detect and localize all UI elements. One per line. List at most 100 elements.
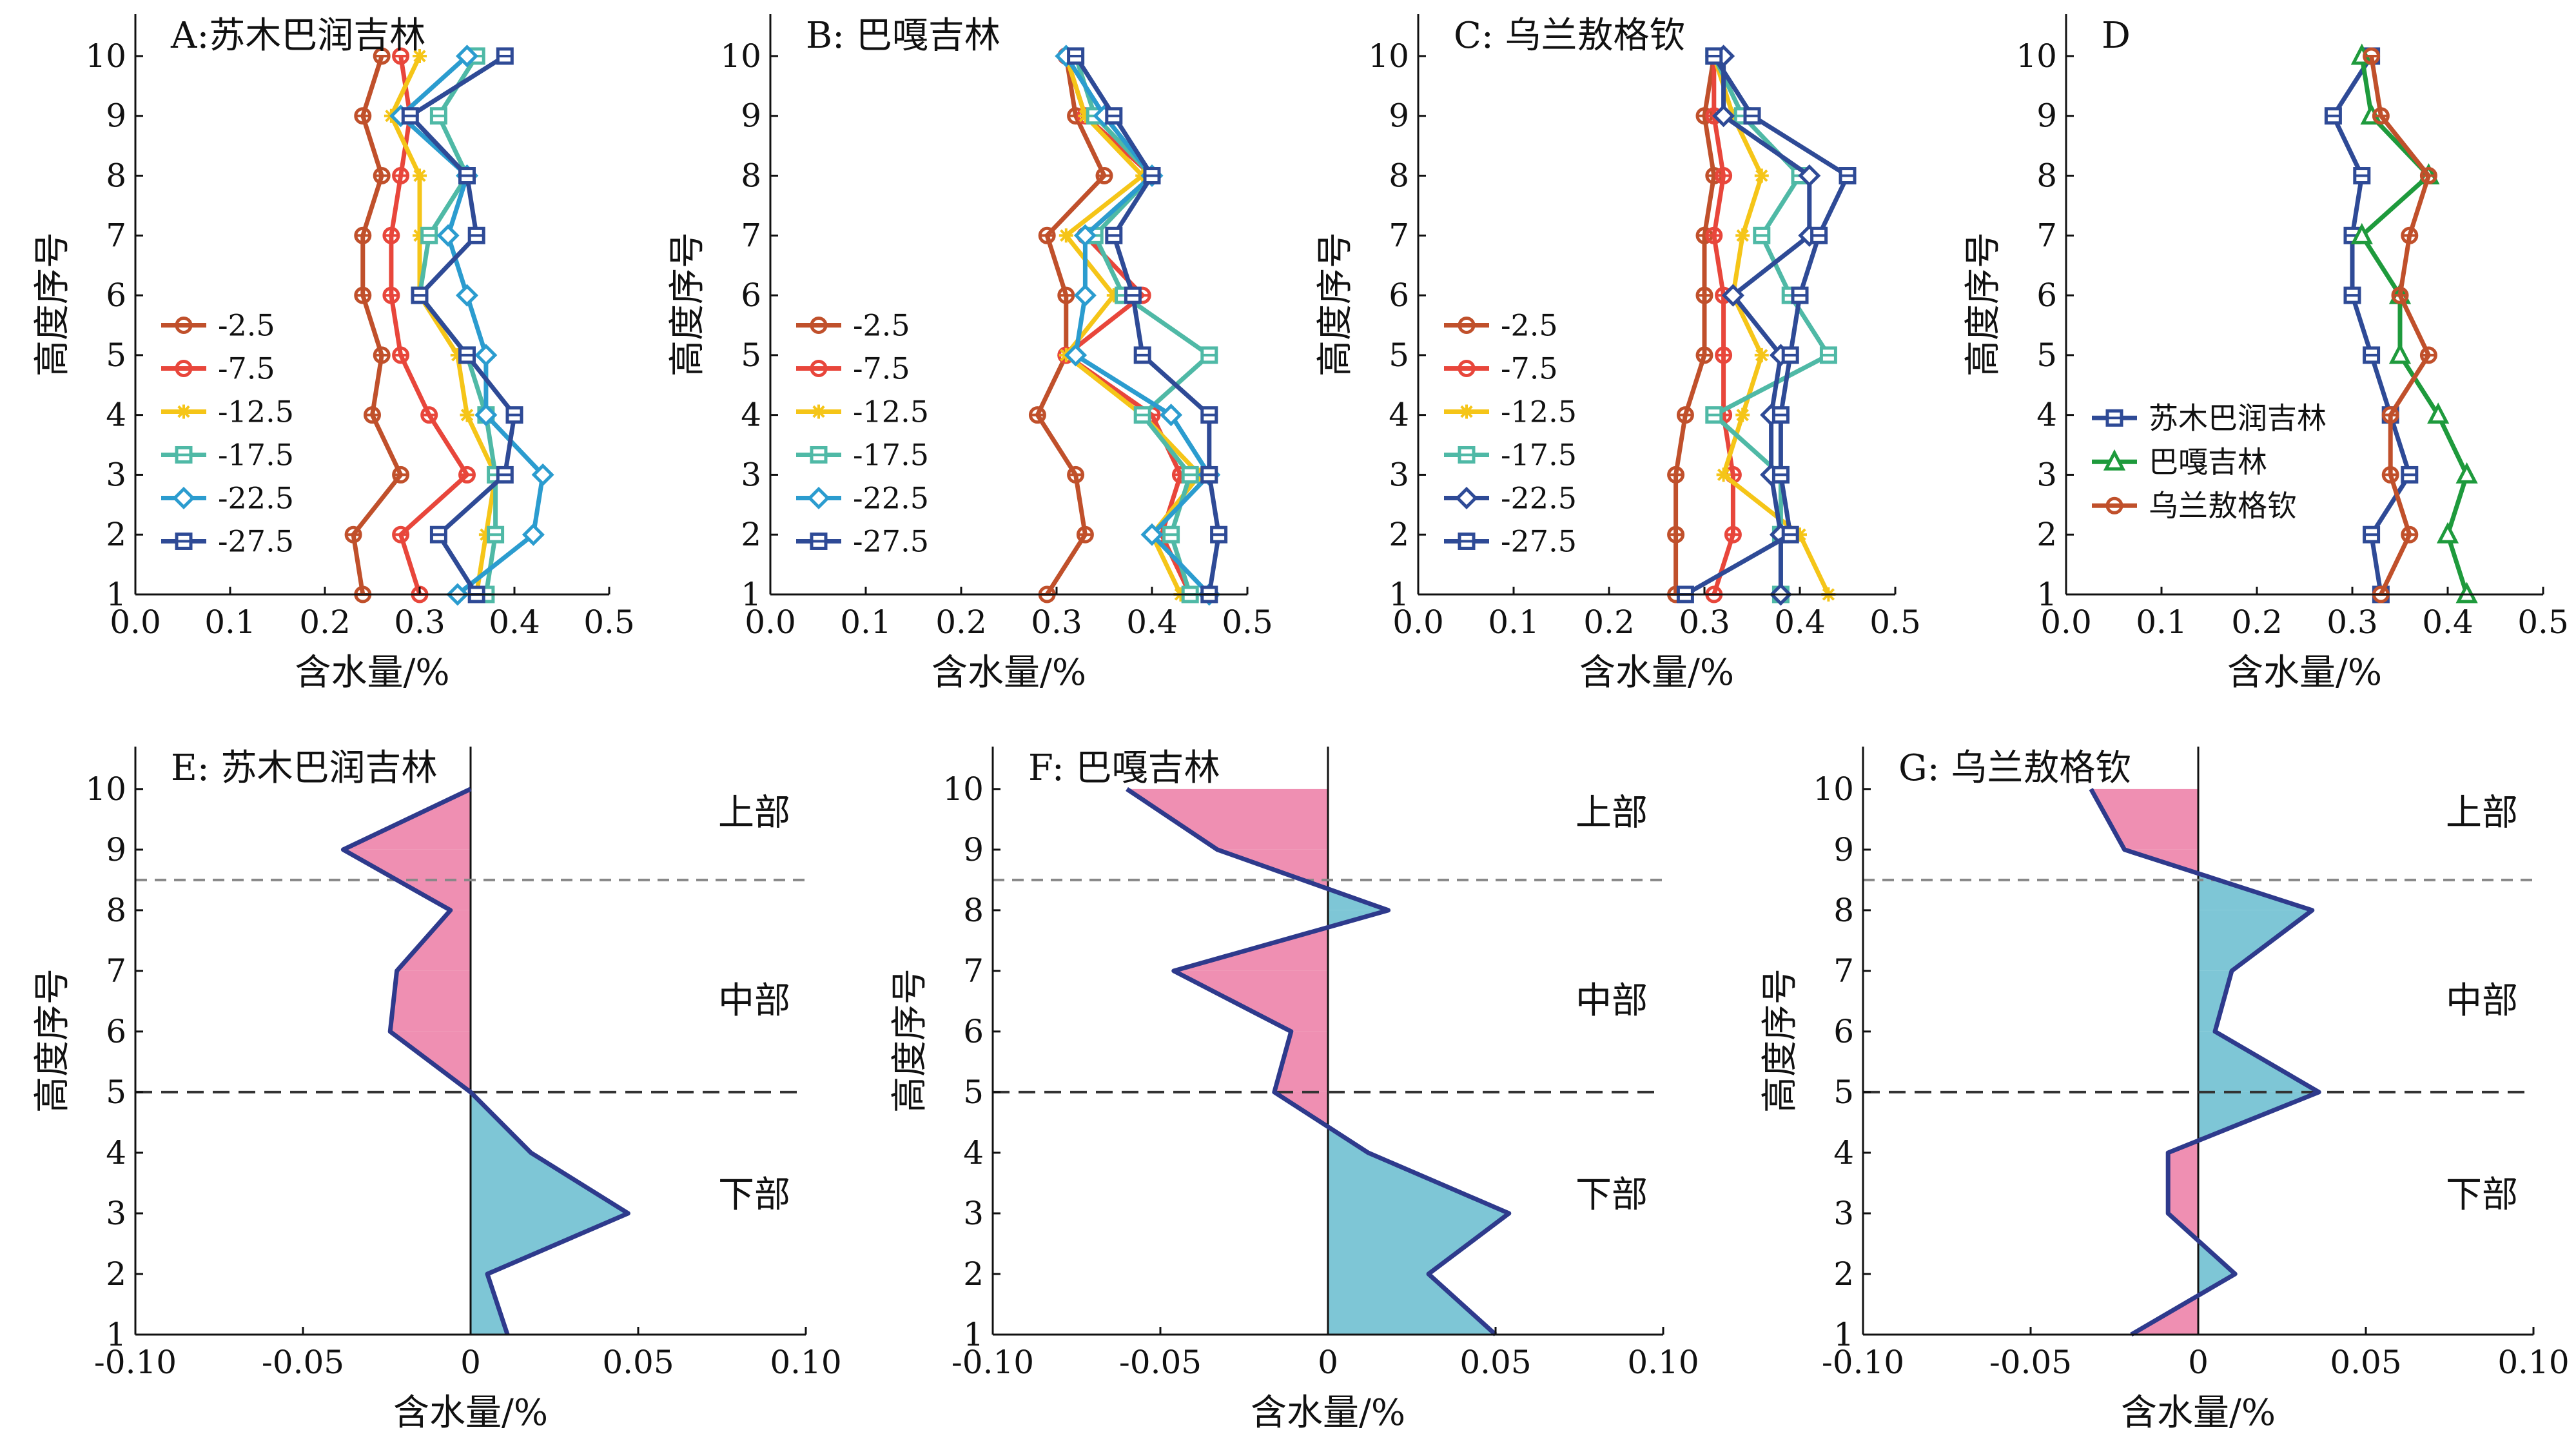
data-point	[474, 344, 498, 367]
area-segment	[390, 970, 471, 1032]
series-line	[1673, 55, 1717, 594]
legend-label: -17.5	[218, 437, 294, 472]
chart-title: D	[2102, 15, 2131, 57]
y-tick-label: 6	[741, 277, 761, 314]
x-axis-label: 含水量/%	[393, 1392, 548, 1434]
x-tick-label: 0.5	[583, 603, 635, 641]
data-point	[436, 224, 460, 247]
y-tick-label: 7	[2036, 217, 2057, 254]
y-tick-label: 1	[1833, 1316, 1854, 1353]
x-tick-label: 0.5	[1869, 603, 1921, 641]
profile-line	[2089, 788, 2321, 1337]
legend-swatch-marker	[172, 486, 195, 510]
y-tick-label: 6	[106, 277, 126, 314]
y-tick-label: 9	[963, 831, 984, 868]
y-tick-label: 9	[741, 97, 761, 135]
data-point	[450, 348, 465, 362]
legend-item: -22.5	[1444, 480, 1577, 515]
y-tick-label: 9	[106, 831, 126, 868]
legend-item: -17.5	[161, 437, 294, 472]
y-tick-label: 3	[1389, 456, 1409, 493]
series-5	[401, 47, 523, 603]
x-tick-label: 0.4	[2422, 603, 2474, 641]
series-line	[351, 55, 404, 595]
y-tick-label: 7	[1833, 952, 1854, 990]
profile-line	[1126, 787, 1512, 1337]
y-tick-label: 10	[85, 770, 126, 808]
y-tick-label: 1	[963, 1316, 984, 1353]
data-point	[2350, 222, 2373, 244]
chart-A: 1 2 3 4 5 6 7 8 9 10 0.0 0.1 0.2 0.3 0.4 0.5 含水量/% 高度序号 A:…	[32, 14, 635, 694]
region-label: 中部	[2446, 980, 2518, 1022]
area-segment	[2198, 910, 2312, 971]
series-2	[2363, 47, 2437, 603]
y-tick-label: 8	[1833, 892, 1854, 929]
chart-C: 1 2 3 4 5 6 7 8 9 10 0.0 0.1 0.2 0.3 0.4 0.5 含水量/% 高度序号 C:…	[1314, 14, 1921, 694]
legend-item: -12.5	[796, 394, 929, 429]
legend-label: -22.5	[853, 480, 929, 515]
data-point	[2436, 522, 2459, 544]
y-axis-label: 高度序号	[889, 968, 931, 1113]
series-4	[1712, 44, 1821, 606]
y-tick-label: 9	[1833, 831, 1854, 868]
series-line	[389, 55, 498, 595]
y-tick-label: 1	[741, 576, 761, 613]
y-tick-label: 4	[106, 397, 126, 434]
data-point	[1059, 228, 1073, 243]
y-tick-label: 5	[2036, 337, 2057, 374]
legend-item: -2.5	[161, 308, 275, 342]
legend-item: -22.5	[161, 480, 294, 515]
y-tick-label: 3	[1833, 1195, 1854, 1232]
legend-label: -7.5	[853, 351, 910, 386]
x-tick-label: 0.2	[299, 603, 351, 641]
x-tick-label: 0.0	[745, 603, 796, 641]
data-point	[1721, 284, 1744, 307]
legend-label: -12.5	[1501, 394, 1577, 429]
legend-swatch-marker	[1459, 404, 1474, 419]
series-line	[1073, 55, 1212, 596]
x-tick-label: -0.05	[1989, 1344, 2072, 1381]
legend-item: -2.5	[796, 308, 910, 342]
region-label: 上部	[718, 792, 790, 834]
y-tick-label: 9	[106, 97, 126, 135]
y-tick-label: 2	[963, 1255, 984, 1293]
data-point	[1793, 527, 1807, 542]
region-label: 下部	[1576, 1174, 1648, 1216]
series-line	[1712, 55, 1735, 596]
x-tick-label: 0.0	[110, 603, 161, 641]
y-tick-label: 3	[963, 1195, 984, 1232]
series-line	[407, 54, 517, 596]
legend-label: -27.5	[853, 524, 929, 558]
legend-label: -27.5	[218, 524, 294, 558]
area-segment	[1328, 1273, 1496, 1335]
x-axis-label: 含水量/%	[932, 652, 1086, 694]
chart-title: C: 乌兰敖格钦	[1454, 15, 1686, 57]
legend-item: 巴嘎吉林	[2092, 444, 2267, 479]
x-tick-label: 0.4	[1126, 603, 1178, 641]
legend-label: -17.5	[853, 437, 929, 472]
x-tick-label: 0.0	[1392, 603, 1444, 641]
data-point	[2388, 342, 2412, 364]
y-tick-label: 10	[85, 37, 126, 75]
y-tick-label: 5	[741, 337, 761, 374]
x-tick-label: 0	[2188, 1344, 2209, 1381]
data-point	[1735, 407, 1750, 422]
y-tick-label: 1	[106, 1316, 126, 1353]
region-label: 下部	[2446, 1174, 2518, 1216]
data-point	[2427, 402, 2450, 424]
y-tick-label: 8	[106, 157, 126, 195]
x-tick-label: -0.10	[94, 1344, 177, 1381]
series-line	[1712, 55, 1831, 594]
y-tick-label: 6	[963, 1013, 984, 1050]
y-tick-label: 1	[1389, 576, 1409, 613]
y-tick-label: 8	[1389, 157, 1409, 195]
y-tick-label: 1	[106, 576, 126, 613]
area-segment	[471, 1273, 508, 1335]
x-tick-label: 0.1	[2136, 603, 2187, 641]
y-tick-label: 5	[963, 1073, 984, 1111]
area-segment	[471, 1152, 629, 1213]
y-tick-label: 8	[741, 157, 761, 195]
x-axis-label: 含水量/%	[295, 652, 449, 694]
legend-swatch-marker	[807, 486, 830, 510]
y-tick-label: 2	[1833, 1255, 1854, 1293]
